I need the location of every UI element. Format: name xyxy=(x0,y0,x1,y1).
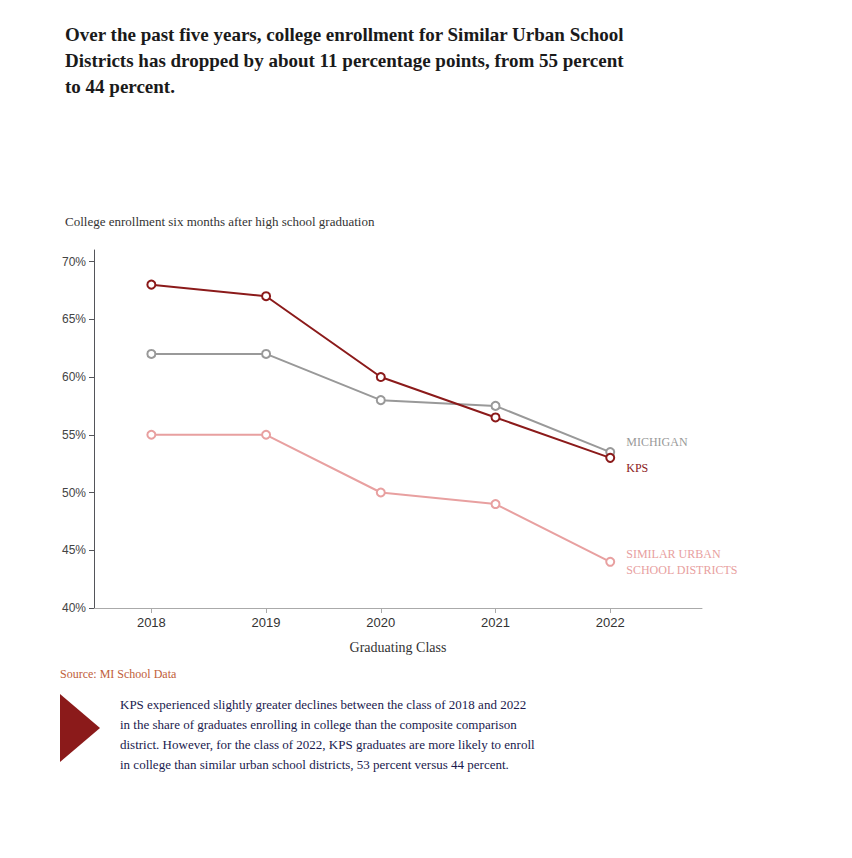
svg-text:2019: 2019 xyxy=(252,615,281,630)
svg-text:KPS experienced slightly great: KPS experienced slightly greater decline… xyxy=(120,697,526,712)
svg-text:2021: 2021 xyxy=(481,615,510,630)
svg-text:MICHIGAN: MICHIGAN xyxy=(626,435,688,449)
svg-text:70%: 70% xyxy=(62,255,86,269)
svg-text:2022: 2022 xyxy=(596,615,625,630)
svg-text:in the share of graduates enro: in the share of graduates enrolling in c… xyxy=(120,717,517,732)
svg-text:SIMILAR URBAN: SIMILAR URBAN xyxy=(626,547,721,561)
svg-text:60%: 60% xyxy=(62,370,86,384)
svg-text:2018: 2018 xyxy=(137,615,166,630)
svg-text:SCHOOL DISTRICTS: SCHOOL DISTRICTS xyxy=(626,563,737,577)
svg-text:Graduating Class: Graduating Class xyxy=(350,640,447,655)
svg-text:in college than similar urban: in college than similar urban school dis… xyxy=(120,757,509,772)
svg-text:Source: MI School Data: Source: MI School Data xyxy=(60,667,177,681)
svg-text:Over the past five years, coll: Over the past five years, college enroll… xyxy=(65,24,624,45)
svg-text:65%: 65% xyxy=(62,312,86,326)
svg-text:KPS: KPS xyxy=(626,461,648,475)
svg-text:College enrollment six months: College enrollment six months after high… xyxy=(65,214,375,229)
svg-text:2020: 2020 xyxy=(366,615,395,630)
svg-text:45%: 45% xyxy=(62,543,86,557)
svg-text:50%: 50% xyxy=(62,486,86,500)
svg-text:Districts has dropped by about: Districts has dropped by about 11 percen… xyxy=(65,50,624,71)
svg-text:district. However, for the cla: district. However, for the class of 2022… xyxy=(120,737,535,752)
svg-text:40%: 40% xyxy=(62,601,86,615)
svg-text:55%: 55% xyxy=(62,428,86,442)
svg-text:to 44 percent.: to 44 percent. xyxy=(65,76,175,97)
